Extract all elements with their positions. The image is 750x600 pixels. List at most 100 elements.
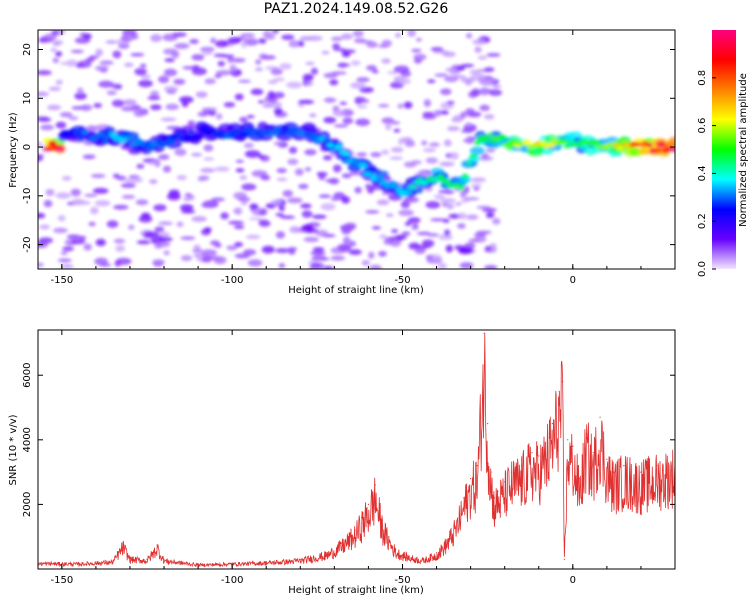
noise-blob [179, 96, 194, 104]
noise-blob [60, 251, 68, 256]
noise-blob [439, 161, 455, 167]
snr-point [497, 490, 499, 493]
noise-blob [354, 96, 366, 102]
noise-blob [173, 78, 186, 85]
noise-blob [168, 189, 180, 197]
noise-blob [38, 212, 46, 219]
snr-trace [38, 333, 675, 568]
noise-blob [187, 120, 196, 126]
noise-blob [423, 100, 432, 108]
colorbar-tick-label: 0.4 [697, 165, 708, 181]
noise-blob [154, 226, 165, 233]
snr-point [640, 471, 642, 473]
noise-blob [483, 265, 498, 269]
x-tick-label: 0 [570, 275, 576, 286]
y-tick-label: -10 [22, 188, 33, 204]
noise-blob [39, 224, 51, 230]
noise-blob [66, 234, 81, 239]
noise-blob [270, 101, 283, 109]
noise-blob [257, 99, 265, 104]
noise-blob [203, 157, 215, 161]
noise-blob [228, 220, 245, 225]
noise-blob [47, 104, 62, 111]
noise-blob [245, 234, 261, 240]
noise-blob [359, 87, 374, 93]
noise-blob [273, 141, 283, 146]
noise-blob [136, 163, 145, 169]
colorbar-ticks: 0.0 0.2 0.4 0.6 0.8 [697, 70, 716, 277]
ridge-core [506, 143, 515, 149]
noise-blob [455, 202, 462, 206]
x-tick-label: -100 [221, 275, 244, 286]
noise-blob [95, 48, 103, 57]
noise-blob [307, 35, 323, 41]
noise-blob [371, 226, 381, 230]
noise-blob [122, 30, 137, 36]
noise-blob [38, 91, 50, 97]
noise-blob [376, 199, 390, 206]
noise-blob [297, 40, 305, 47]
noise-blob [356, 105, 368, 109]
colorbar-tick-label: 0.8 [697, 70, 708, 86]
ridge-core [592, 139, 600, 146]
noise-blob [410, 160, 422, 165]
noise-blob [118, 43, 130, 49]
noise-blob [162, 165, 172, 173]
noise-blob [120, 183, 136, 188]
noise-blob [77, 60, 92, 68]
noise-blob [423, 148, 436, 153]
noise-blob [310, 67, 319, 75]
noise-blob [350, 81, 366, 89]
noise-blob [280, 215, 295, 219]
noise-blob [163, 85, 179, 92]
x-tick-label: -50 [394, 275, 410, 286]
snr-point [435, 552, 438, 554]
noise-blob [337, 62, 348, 68]
snr-point [510, 471, 513, 473]
noise-blob [247, 259, 263, 267]
noise-blob [305, 61, 315, 66]
ridge-core [437, 173, 445, 180]
noise-blob [337, 243, 352, 252]
noise-blob [459, 262, 474, 269]
noise-blob [240, 198, 248, 206]
noise-blob [434, 73, 448, 77]
ridge-core [125, 135, 135, 140]
ridge-core [457, 184, 465, 191]
snr-point [463, 497, 465, 499]
ridge-core [343, 151, 351, 157]
snr-point [585, 432, 588, 434]
noise-blob [140, 212, 151, 219]
noise-blob [250, 88, 264, 96]
noise-blob [149, 179, 158, 184]
noise-blob [282, 189, 294, 198]
noise-blob [318, 173, 326, 181]
noise-blob [210, 37, 217, 44]
noise-blob [333, 124, 349, 128]
noise-blob [463, 186, 470, 194]
ridge-core [576, 142, 583, 148]
snr-point [456, 519, 458, 522]
ridge-core [188, 128, 195, 135]
noise-blob [370, 152, 382, 158]
noise-blob [244, 150, 261, 158]
noise-blob [404, 140, 416, 148]
noise-blob [323, 72, 338, 79]
noise-blob [425, 157, 438, 164]
noise-blob [240, 33, 255, 38]
snr-point [521, 465, 523, 467]
noise-blob [460, 111, 467, 119]
noise-blob [99, 60, 114, 66]
noise-blob [265, 203, 276, 209]
noise-blob [443, 229, 451, 237]
ridge-core [462, 173, 469, 180]
noise-blob [463, 197, 480, 201]
noise-blob [55, 192, 72, 199]
noise-blob [48, 86, 61, 92]
snr-point [623, 465, 625, 467]
ridge-core [367, 172, 376, 178]
noise-blob [262, 30, 272, 39]
noise-blob [191, 67, 207, 76]
noise-blob [106, 220, 119, 228]
snr-point [558, 390, 560, 392]
